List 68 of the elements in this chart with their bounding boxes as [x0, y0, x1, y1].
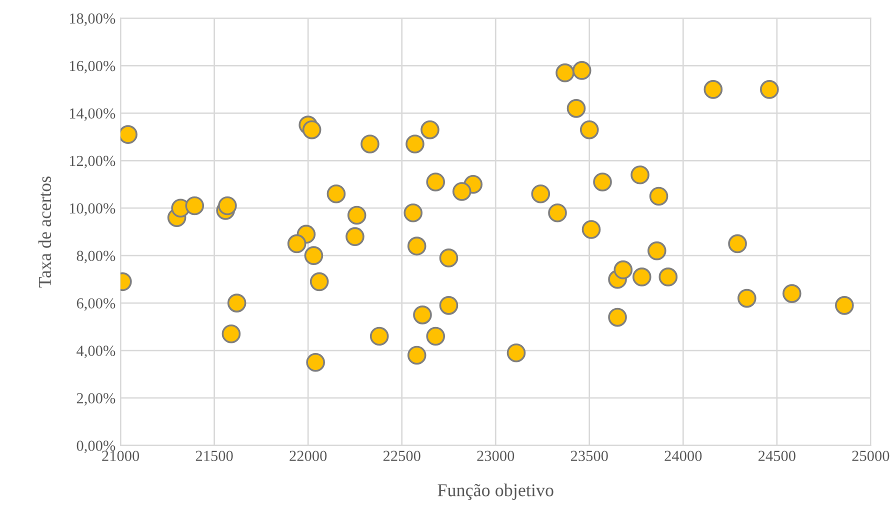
y-tick-label: 16,00% [70, 60, 116, 74]
x-tick-label: 24500 [758, 450, 796, 462]
point [426, 172, 446, 192]
point [426, 326, 446, 346]
x-tick-label: 21000 [102, 450, 140, 462]
point [185, 196, 204, 216]
point [407, 236, 426, 256]
point [593, 172, 612, 192]
y-tick-label: 8,00% [76, 250, 116, 264]
point [306, 352, 325, 372]
point [649, 186, 668, 206]
y-tick-label: 0,00% [76, 440, 116, 454]
x-tick-label: 22500 [383, 450, 420, 462]
x-tick-label: 25000 [852, 450, 890, 462]
y-tick-label: 2,00% [76, 393, 116, 406]
point [835, 296, 854, 315]
point [632, 268, 652, 286]
point [737, 288, 756, 308]
point [347, 206, 366, 225]
point [566, 99, 586, 118]
x-tick-label: 23500 [570, 450, 608, 462]
point [580, 120, 599, 140]
point [302, 120, 322, 140]
point [614, 260, 633, 280]
y-tick-label: 4,00% [76, 346, 116, 358]
point [413, 306, 432, 324]
point [346, 227, 364, 246]
x-tick-label: 22000 [290, 450, 327, 462]
point [370, 326, 389, 346]
point [630, 165, 650, 184]
y-tick-label: 14,00% [70, 108, 116, 121]
x-tick-label: 21500 [196, 450, 233, 462]
point [404, 203, 423, 222]
point [304, 246, 324, 265]
point [439, 296, 458, 315]
point [287, 234, 306, 254]
y-tick-label: 6,00% [76, 298, 116, 311]
point [782, 284, 802, 303]
y-tick-label: 18,00% [70, 13, 116, 26]
point [647, 241, 666, 260]
y-tick-label: 12,00% [70, 156, 116, 168]
point [360, 134, 380, 154]
point [406, 134, 424, 154]
point [556, 63, 574, 82]
point [572, 61, 592, 80]
point [704, 80, 723, 99]
y-axis-title: Taxa de acertos [38, 176, 52, 288]
point [506, 343, 526, 362]
x-axis-title: Função objetivo [438, 484, 554, 500]
point [760, 80, 779, 99]
point [531, 184, 550, 204]
point [658, 268, 678, 286]
point [439, 248, 458, 268]
point [582, 220, 601, 239]
point [548, 203, 567, 222]
point [608, 308, 627, 327]
point [420, 120, 440, 140]
y-tick-label: 10,00% [70, 203, 116, 216]
x-tick-label: 23000 [477, 450, 514, 462]
point [452, 182, 472, 201]
point [227, 294, 246, 312]
point [407, 346, 426, 365]
point [218, 196, 237, 216]
point [222, 324, 241, 344]
point [326, 184, 346, 204]
point [728, 234, 747, 254]
x-tick-label: 24000 [664, 450, 702, 462]
point [310, 272, 329, 292]
